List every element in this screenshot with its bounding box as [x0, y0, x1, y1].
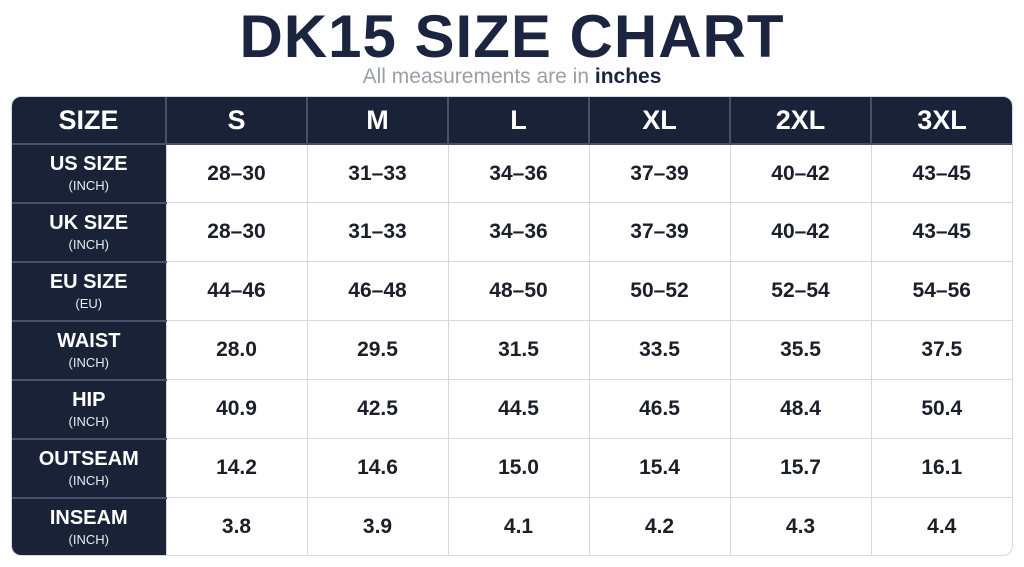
row-unit: (INCH) — [68, 414, 109, 430]
table-cell: 40–42 — [729, 144, 871, 204]
table-cell: 54–56 — [870, 261, 1012, 322]
table-cell: 31.5 — [447, 320, 589, 381]
table-cell: 42.5 — [306, 379, 448, 440]
row-label: EU SIZE — [49, 271, 128, 294]
row-header: US SIZE (INCH) — [12, 144, 166, 204]
row-unit: (INCH) — [68, 237, 109, 253]
table-cell: 46–48 — [306, 261, 448, 322]
row-unit: (INCH) — [68, 355, 109, 371]
row-label: US SIZE — [49, 153, 128, 176]
table-cell: 15.7 — [729, 438, 871, 499]
table-cell: 44–46 — [165, 261, 307, 322]
table-cell: 4.1 — [447, 497, 589, 555]
table-row: US SIZE (INCH) 28–30 31–33 34–36 37–39 40–42 43… — [12, 144, 1012, 204]
row-header: EU SIZE (EU) — [12, 261, 166, 322]
table-cell: 43–45 — [870, 144, 1012, 204]
table-cell: 3.9 — [306, 497, 448, 555]
table-cell: 28–30 — [165, 202, 307, 263]
row-label: WAIST — [57, 330, 121, 353]
table-cell: 50.4 — [870, 379, 1012, 440]
table-cell: 15.4 — [588, 438, 730, 499]
table-cell: 50–52 — [588, 261, 730, 322]
page-subtitle: All measurements are in inches — [0, 64, 1024, 90]
column-header: 3XL — [871, 97, 1012, 145]
table-cell: 37–39 — [588, 144, 730, 204]
table-cell: 4.2 — [588, 497, 730, 555]
column-header: L — [448, 97, 590, 145]
table-cell: 4.3 — [729, 497, 871, 555]
column-header: 2XL — [730, 97, 872, 145]
table-cell: 43–45 — [870, 202, 1012, 263]
table-cell: 31–33 — [306, 202, 448, 263]
corner-header: SIZE — [12, 97, 167, 145]
table-cell: 40.9 — [165, 379, 307, 440]
table-cell: 3.8 — [165, 497, 307, 555]
row-header: INSEAM (INCH) — [12, 497, 166, 555]
page-title: DK15 SIZE CHART — [239, 3, 785, 70]
table-cell: 16.1 — [870, 438, 1012, 499]
table-cell: 29.5 — [306, 320, 448, 381]
row-unit: (INCH) — [68, 178, 109, 194]
table-cell: 15.0 — [447, 438, 589, 499]
row-label: OUTSEAM — [38, 448, 139, 471]
row-header: WAIST (INCH) — [12, 320, 166, 381]
row-unit: (EU) — [75, 296, 103, 312]
column-header: M — [307, 97, 449, 145]
table-cell: 44.5 — [447, 379, 589, 440]
table-cell: 4.4 — [870, 497, 1012, 555]
subtitle-text: All measurements are in — [362, 65, 590, 88]
row-label: INSEAM — [49, 506, 128, 529]
table-cell: 37–39 — [588, 202, 730, 263]
column-header: XL — [589, 97, 731, 145]
table-cell: 46.5 — [588, 379, 730, 440]
table-cell: 14.2 — [165, 438, 307, 499]
row-label: UK SIZE — [49, 212, 129, 235]
table-row: WAIST (INCH) 28.0 29.5 31.5 33.5 35.5 37.5 — [12, 320, 1012, 381]
table-cell: 37.5 — [870, 320, 1012, 381]
table-row: OUTSEAM (INCH) 14.2 14.6 15.0 15.4 15.7 16.1 — [12, 438, 1012, 499]
row-unit: (INCH) — [68, 473, 109, 489]
table-cell: 35.5 — [729, 320, 871, 381]
row-header: OUTSEAM (INCH) — [12, 438, 166, 499]
row-header: HIP (INCH) — [12, 379, 166, 440]
table-cell: 48.4 — [729, 379, 871, 440]
table-cell: 48–50 — [447, 261, 589, 322]
table-cell: 33.5 — [588, 320, 730, 381]
table-cell: 28–30 — [165, 144, 307, 204]
row-label: HIP — [72, 389, 106, 412]
table-row: INSEAM (INCH) 3.8 3.9 4.1 4.2 4.3 4.4 — [12, 497, 1012, 555]
table-cell: 34–36 — [447, 202, 589, 263]
table-row: UK SIZE (INCH) 28–30 31–33 34–36 37–39 40–42 43… — [12, 202, 1012, 263]
size-chart-table: SIZE S M L XL 2XL 3XL US SIZE (INCH) 28–30… — [11, 96, 1013, 556]
table-cell: 34–36 — [447, 144, 589, 204]
table-cell: 31–33 — [306, 144, 448, 204]
table-cell: 14.6 — [306, 438, 448, 499]
table-row: EU SIZE (EU) 44–46 46–48 48–50 50–52 52–54 54–5… — [12, 261, 1012, 322]
column-header: S — [166, 97, 308, 145]
row-header: UK SIZE (INCH) — [12, 202, 166, 263]
table-cell: 52–54 — [729, 261, 871, 322]
row-unit: (INCH) — [68, 531, 109, 547]
table-cell: 28.0 — [165, 320, 307, 381]
table-cell: 40–42 — [729, 202, 871, 263]
table-row: HIP (INCH) 40.9 42.5 44.5 46.5 48.4 50.4 — [12, 379, 1012, 440]
header-row: SIZE S M L XL 2XL 3XL — [12, 97, 1012, 145]
subtitle-unit-emphasis: inches — [594, 65, 662, 88]
